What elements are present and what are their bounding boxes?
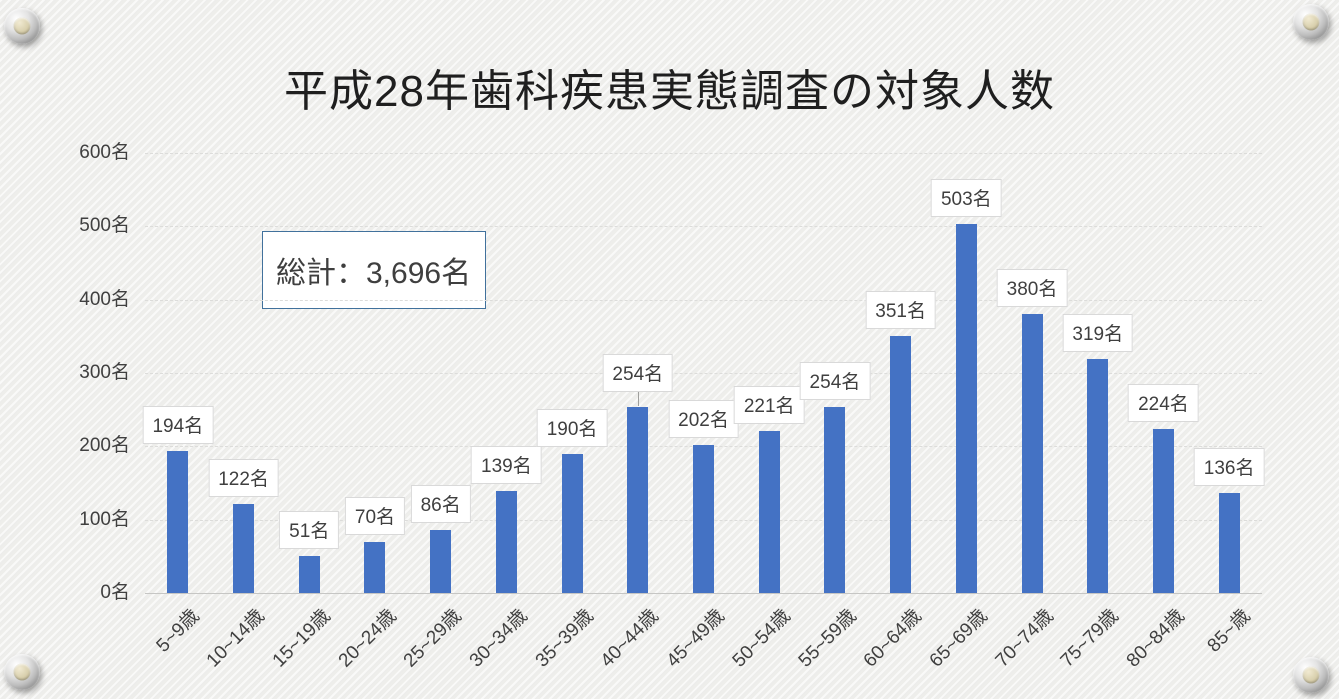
bar <box>693 444 714 593</box>
x-axis-label: 25~29歳 <box>400 605 467 672</box>
bar-value-label: 202名 <box>668 399 739 438</box>
y-axis-tick-label: 500名 <box>79 215 130 237</box>
x-axis-label: 15~19歳 <box>268 605 335 672</box>
corner-pin-top-left-icon <box>4 8 40 44</box>
bar <box>758 430 780 593</box>
bar-value-label: 503名 <box>930 179 1002 218</box>
bar <box>495 491 517 593</box>
x-axis-label: 20~24歳 <box>334 605 401 672</box>
x-axis-label: 30~34歳 <box>465 605 532 672</box>
x-axis-line <box>145 593 1262 594</box>
y-axis-tick-label: 200名 <box>79 435 130 457</box>
bar-value-label: 351名 <box>865 290 936 329</box>
bar-value-label: 224名 <box>1128 383 1199 422</box>
total-annotation-text: 総計：3,696名 <box>276 257 472 290</box>
x-axis-label: 75~79歳 <box>1057 605 1124 672</box>
bar-value-label: 221名 <box>733 385 805 424</box>
bar-value-label: 319名 <box>1062 314 1134 353</box>
bar-value-label: 194名 <box>142 405 214 444</box>
x-axis-label: 55~59歳 <box>794 605 861 672</box>
y-axis-tick-label: 600名 <box>79 142 130 163</box>
bar-value-label: 122名 <box>208 458 279 497</box>
total-annotation-box: 総計：3,696名 <box>262 231 486 309</box>
bar-value-label: 254名 <box>799 361 871 400</box>
x-axis-label: 10~14歳 <box>202 605 269 672</box>
x-axis-label: 35~39歳 <box>531 605 598 672</box>
bar <box>233 503 255 593</box>
label-leader-line <box>637 391 639 406</box>
x-axis-label: 70~74歳 <box>991 605 1058 672</box>
corner-pin-bottom-right-icon <box>1293 657 1329 693</box>
bar-value-label: 86名 <box>410 484 471 523</box>
gridline <box>145 226 1262 228</box>
bar <box>1152 428 1174 593</box>
bar-value-label: 254名 <box>602 353 674 392</box>
bar <box>1087 359 1109 593</box>
bar <box>561 453 583 593</box>
bar <box>1218 493 1240 593</box>
x-axis-label: 65~69歳 <box>925 605 992 672</box>
bar-value-label: 139名 <box>471 446 542 485</box>
y-axis-tick-label: 400名 <box>79 288 130 310</box>
bar <box>627 406 649 593</box>
y-axis-tick-label: 100名 <box>79 508 130 530</box>
x-axis-label: 5~9歳 <box>152 605 204 657</box>
x-axis-label: 40~44歳 <box>597 605 664 672</box>
slide-title: 平成28年歯科疾患実態調査の対象人数 <box>284 67 1055 116</box>
corner-pin-top-right-icon <box>1293 4 1329 40</box>
gridline <box>145 299 1262 301</box>
x-axis-label: 80~84歳 <box>1122 605 1189 672</box>
gridline <box>145 153 1262 154</box>
gridline <box>145 373 1262 374</box>
bar-value-label: 51名 <box>279 510 340 549</box>
bar <box>1021 314 1043 593</box>
bar <box>430 529 452 593</box>
y-axis-tick-label: 300名 <box>79 362 130 383</box>
bar <box>364 541 386 593</box>
bar <box>955 224 977 593</box>
x-axis-label: 50~54歳 <box>728 605 795 672</box>
x-axis-label: 85~歳 <box>1203 605 1255 657</box>
bar <box>298 555 320 593</box>
bar-value-label: 380名 <box>996 269 1068 308</box>
x-axis-label: 45~49歳 <box>662 605 729 672</box>
bar <box>167 450 189 593</box>
y-axis-tick-label: 0名 <box>100 582 130 603</box>
bar-value-label: 136名 <box>1193 448 1265 487</box>
bar <box>890 335 912 593</box>
x-axis-label: 60~64歳 <box>859 605 927 672</box>
bar <box>824 406 846 593</box>
bar-value-label: 70名 <box>344 496 406 535</box>
bar-value-label: 190名 <box>536 408 608 447</box>
corner-pin-bottom-left-icon <box>4 654 40 690</box>
